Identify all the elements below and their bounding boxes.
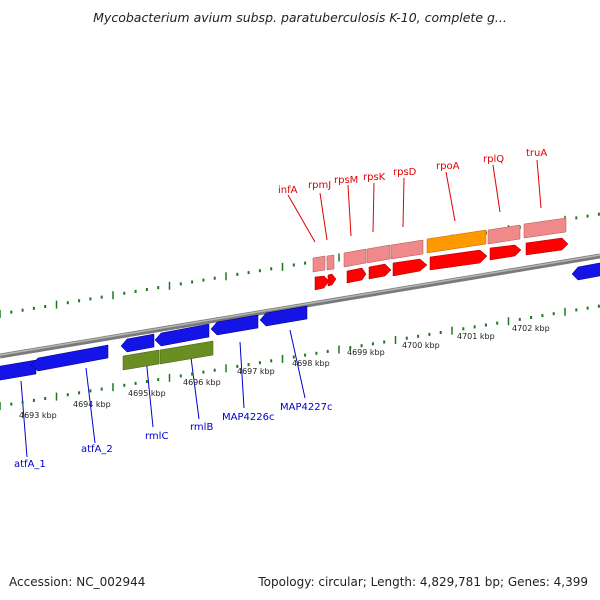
accession-label: Accession: NC_002944	[9, 575, 146, 589]
callout-line-infA	[287, 194, 316, 243]
scale-label: 4698 kbp	[292, 359, 330, 368]
gene-label-MAP4227c[interactable]: MAP4227c	[280, 402, 332, 413]
callout-line-rpmJ	[319, 192, 328, 241]
genome-summary-label: Topology: circular; Length: 4,829,781 bp…	[258, 575, 588, 589]
cds-rpsK-arrow[interactable]	[368, 263, 392, 280]
cds-rpsM-arrow[interactable]	[346, 267, 367, 284]
callout-line-rpsD	[402, 177, 405, 228]
gene-atfA_2-arrow[interactable]	[30, 344, 109, 372]
scale-label: 4701 kbp	[457, 332, 495, 341]
gene-label-rpsD[interactable]: rpsD	[393, 167, 417, 178]
cds-rpoA-arrow[interactable]	[429, 249, 488, 271]
gene-MAP4227c-arrow[interactable]	[259, 305, 308, 327]
gene-truA-feature[interactable]	[523, 217, 567, 239]
gene-rpoA-feature[interactable]	[426, 229, 487, 254]
gene-rmlC-reverse-arrow[interactable]	[120, 333, 155, 353]
cds-rpmJ-arrow[interactable]	[327, 273, 337, 287]
gene-rpsD-feature[interactable]	[390, 239, 424, 260]
gene-label-infA[interactable]: infA	[278, 185, 298, 196]
gene-rpmJ-feature[interactable]	[326, 254, 335, 271]
gene-rmlB-feature[interactable]	[159, 340, 214, 365]
genome-backbone-highlight	[0, 254, 600, 356]
gene-label-rpoA[interactable]: rpoA	[436, 161, 460, 172]
gene-MAP4226c-arrow[interactable]	[210, 314, 259, 336]
callout-line-rpoA	[445, 171, 456, 222]
gene-rmlC-feature[interactable]	[122, 349, 160, 371]
callout-line-MAP4226c	[239, 341, 245, 409]
cds-rpsD-arrow[interactable]	[392, 258, 428, 277]
gene-atfA_1-arrow[interactable]	[0, 359, 37, 381]
callout-line-rmlC	[145, 357, 154, 428]
scale-label: 4697 kbp	[237, 367, 275, 376]
cds-truA-arrow[interactable]	[525, 237, 569, 256]
gene-rmlB-reverse-arrow[interactable]	[154, 323, 210, 347]
gene-label-atfA_1[interactable]: atfA_1	[14, 459, 46, 470]
gene-rpsK-feature[interactable]	[366, 244, 391, 264]
gene-label-truA[interactable]: truA	[526, 148, 547, 159]
scale-label: 4702 kbp	[512, 324, 550, 333]
gene-label-atfA_2[interactable]: atfA_2	[81, 444, 113, 455]
gene-infA-feature[interactable]	[312, 255, 326, 273]
gene-label-rmlC[interactable]: rmlC	[145, 431, 168, 442]
callout-line-truA	[536, 159, 542, 209]
scale-label: 4693 kbp	[19, 411, 57, 420]
gene-label-rpmJ[interactable]: rpmJ	[308, 180, 331, 191]
page-title: Mycobacterium avium subsp. paratuberculo…	[93, 10, 507, 25]
gene-rplQ-feature[interactable]	[487, 224, 521, 245]
cds-rplQ-arrow[interactable]	[489, 244, 522, 261]
scale-label: 4695 kbp	[128, 389, 166, 398]
callout-line-rplQ	[492, 164, 501, 213]
gene-label-rplQ[interactable]: rplQ	[483, 154, 504, 165]
callout-line-MAP4227c	[289, 329, 306, 399]
callout-line-atfA_1	[20, 380, 28, 458]
cds-infA-arrow[interactable]	[314, 275, 330, 291]
callout-line-rmlB	[189, 349, 200, 420]
gene-label-rpsM[interactable]: rpsM	[334, 175, 358, 186]
scale-label: 4696 kbp	[183, 378, 221, 387]
gene-label-MAP4226c[interactable]: MAP4226c	[222, 412, 274, 423]
gene-label-rmlB[interactable]: rmlB	[190, 422, 213, 433]
scale-label: 4694 kbp	[73, 400, 111, 409]
gene-offscreen-arrow[interactable]	[571, 262, 600, 281]
gene-label-rpsK[interactable]: rpsK	[363, 172, 386, 183]
callout-line-rpsK	[372, 182, 375, 233]
tick-ring-inner	[0, 304, 600, 410]
gene-rpsM-feature[interactable]	[343, 248, 367, 268]
scale-label: 4700 kbp	[402, 341, 440, 350]
scale-label: 4699 kbp	[347, 348, 385, 357]
callout-line-atfA_2	[85, 367, 96, 444]
genome-backbone	[0, 253, 600, 359]
callout-line-rpsM	[347, 184, 352, 237]
